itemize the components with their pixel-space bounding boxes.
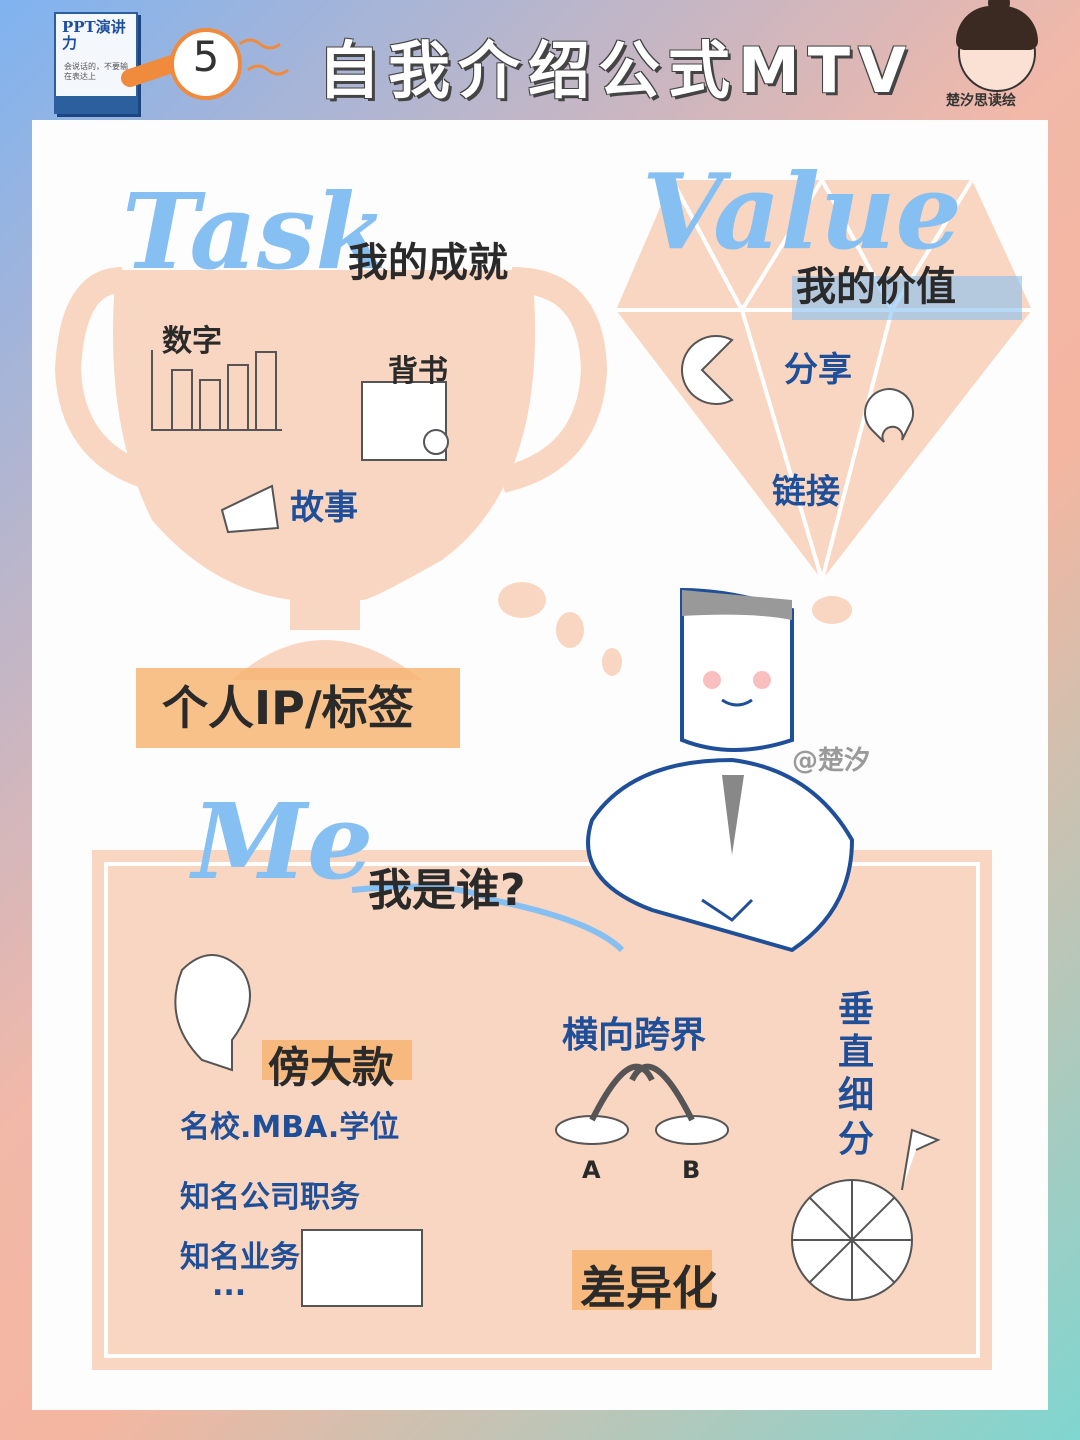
book-spine-band xyxy=(56,96,136,112)
book-cover: PPT演讲力 会说话的，不要输在表达上 xyxy=(54,12,138,114)
value-script-label: Value xyxy=(642,150,962,273)
cross-heading: 横向跨界 xyxy=(562,1015,707,1056)
vertical-heading: 垂直细分 xyxy=(838,989,875,1160)
value-heading: 我的价值 xyxy=(796,264,956,310)
me-question: 我是谁? xyxy=(368,865,526,916)
cross-label-a: A xyxy=(582,1156,601,1184)
trophy-illustration xyxy=(54,267,608,748)
book-subtitle: 会说话的，不要输在表达上 xyxy=(64,62,128,81)
task-footer-label: 个人IP/标签 xyxy=(162,681,414,735)
face-illustration xyxy=(174,954,423,1307)
big-names-line: 知名公司职务 xyxy=(180,1180,360,1215)
big-names-line: 知名业务 xyxy=(180,1240,300,1275)
page-title: 自我介绍公式MTV xyxy=(318,34,914,107)
task-item-endorsement: 背书 xyxy=(388,354,448,389)
big-names-heading: 傍大款 xyxy=(268,1043,395,1092)
watermark: @楚汐 xyxy=(792,746,871,776)
task-script-label: Task xyxy=(122,170,388,293)
value-item-link: 链接 xyxy=(772,472,840,512)
task-item-numbers: 数字 xyxy=(162,324,222,359)
differentiation-label: 差异化 xyxy=(580,1261,718,1315)
step-number-badge: 5 xyxy=(170,28,242,100)
hair xyxy=(956,6,1038,50)
task-item-story: 故事 xyxy=(290,488,358,528)
big-names-line: 名校.MBA.学位 xyxy=(180,1110,400,1145)
big-names-line: ... xyxy=(212,1268,247,1303)
cross-label-b: B xyxy=(682,1156,701,1184)
highlight-differentiation xyxy=(572,1250,712,1310)
man-illustration xyxy=(586,587,855,953)
me-script-label: Me xyxy=(192,780,374,903)
author-name: 楚汐思读绘 xyxy=(946,93,1016,109)
thought-bubbles xyxy=(498,582,852,676)
pie-illustration xyxy=(791,1128,941,1301)
illustration-canvas xyxy=(54,178,1032,1370)
cross-arrows-illustration xyxy=(555,1063,729,1145)
task-heading: 我的成就 xyxy=(348,240,508,286)
value-item-share: 分享 xyxy=(784,350,852,390)
header-bar: PPT演讲力 会说话的，不要输在表达上 5 自我介绍公式MTV 楚汐思读绘 xyxy=(0,0,1080,118)
author-avatar xyxy=(956,0,1038,92)
diamond-illustration xyxy=(616,178,1032,581)
content-card: Task 我的成就 数字 背书 故事 个人IP/标签 Value 我的价值 分享… xyxy=(32,120,1048,1410)
magnifier-icon xyxy=(121,38,289,87)
book-title: PPT演讲力 xyxy=(62,18,126,52)
